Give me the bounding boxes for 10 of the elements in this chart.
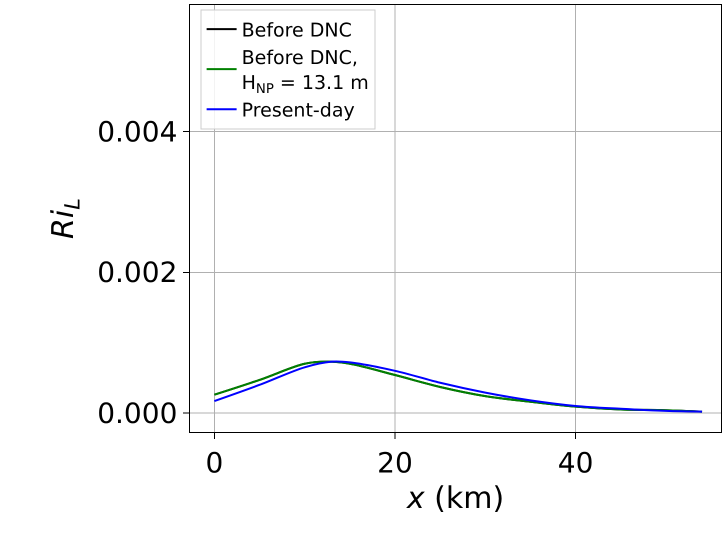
legend-label: Present-day	[242, 100, 355, 122]
y-tick-label: 0.000	[97, 396, 178, 430]
x-tick-label: 20	[377, 446, 413, 480]
x-tick-label: 0	[205, 446, 224, 480]
y-tick-label: 0.004	[97, 115, 178, 148]
x-axis-title: x (km)	[406, 481, 504, 516]
y-tick-label: 0.002	[97, 256, 178, 290]
x-tick-label: 40	[558, 446, 594, 480]
legend-label: Before DNC	[242, 20, 352, 42]
legend-label: Before DNC, H$_{NP}$ = 13.1 m	[242, 47, 369, 97]
